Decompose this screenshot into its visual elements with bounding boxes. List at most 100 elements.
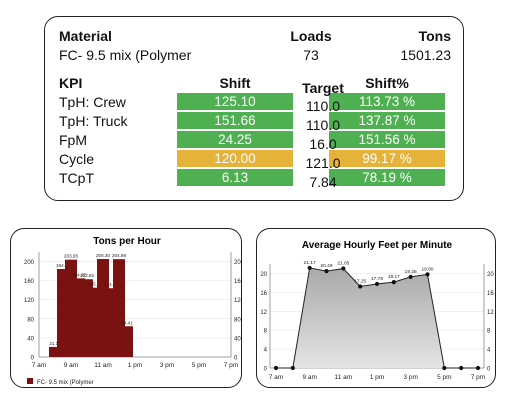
x-tick-label: 11 am — [94, 362, 112, 369]
data-point — [290, 365, 295, 371]
target-value: 110.0 — [306, 97, 340, 114]
x-tick-label: 3 pm — [403, 374, 417, 381]
shift-value: 6.13 — [177, 169, 293, 186]
x-tick-label: 7 am — [32, 362, 46, 369]
data-point — [442, 365, 447, 371]
bar — [121, 326, 133, 357]
y-tick-label: 12 — [260, 310, 267, 316]
data-point — [324, 269, 329, 274]
data-label: 145.21 — [88, 282, 102, 287]
x-tick-label: 5 pm — [192, 362, 206, 369]
data-point — [374, 281, 380, 287]
data-label: 18.17 — [388, 274, 400, 280]
data-label: 203.95 — [64, 254, 78, 259]
y-tick-label: 20 — [487, 272, 494, 278]
target-value: 110.0 — [306, 116, 340, 133]
kpi-name: TCpT — [59, 169, 94, 186]
kpi-row: Cycle 120.00 121.0 99.17 % — [59, 149, 451, 171]
x-tick-label: 11 am — [335, 374, 353, 381]
tons-per-hour-chart: Tons per Hour 0 0 40 40 80 80 120 120 160 160 200 2… — [10, 228, 242, 388]
chart-title: Tons per Hour — [93, 236, 161, 247]
shift-pct-header: Shift% — [365, 74, 409, 91]
material-table: Material Loads Tons FC- 9.5 mix (Polymer… — [59, 26, 451, 64]
y-tick-label: 12 — [487, 310, 494, 316]
data-point — [307, 265, 312, 271]
y-tick-label: 4 — [264, 348, 268, 354]
y-tick-label: 0 — [264, 367, 268, 373]
tons-value: 1501.23 — [400, 46, 451, 63]
target-value: 16.0 — [309, 135, 337, 152]
area-fill — [276, 267, 478, 368]
y-tick-label: 8 — [487, 329, 491, 335]
shift-value: 120.00 — [177, 150, 293, 167]
target-value: 121.0 — [305, 154, 341, 171]
data-label: 21.05 — [337, 260, 349, 266]
data-point — [408, 274, 413, 279]
loads-value: 73 — [303, 46, 319, 63]
data-label: 17.25 — [354, 278, 366, 284]
kpi-header: KPI — [59, 74, 83, 91]
y-tick-label: 20 — [260, 272, 267, 278]
kpi-name: FpM — [59, 131, 87, 148]
y-tick-label: 40 — [27, 336, 34, 342]
y-tick-label: 160 — [234, 279, 242, 285]
data-label: 184.36 — [56, 263, 70, 268]
data-point — [475, 365, 481, 371]
data-point — [358, 284, 363, 289]
shift-header: Shift — [219, 74, 251, 91]
tons-header: Tons — [418, 27, 451, 44]
y-tick-label: 0 — [487, 367, 491, 373]
y-tick-label: 16 — [487, 291, 494, 297]
data-label: 144.10 — [104, 282, 118, 287]
y-tick-label: 200 — [24, 260, 35, 266]
y-tick-label: 16 — [260, 291, 267, 297]
x-tick-label: 7 am — [269, 374, 283, 381]
y-tick-label: 80 — [27, 317, 34, 323]
data-label: 21.16 — [49, 341, 61, 346]
data-point — [273, 365, 279, 371]
shift-pct-value: 151.56 % — [329, 131, 445, 148]
y-tick-label: 160 — [24, 279, 35, 285]
kpi-row: TCpT 6.13 7.84 78.19 % — [59, 168, 451, 190]
bar — [49, 346, 61, 357]
y-tick-label: 120 — [24, 298, 35, 304]
legend-swatch — [27, 378, 33, 384]
kpi-row: TpH: Crew 125.10 110.0 113.73 % — [59, 92, 451, 114]
data-label: 64.41 — [121, 320, 133, 325]
material-row: FC- 9.5 mix (Polymer 73 1501.23 — [59, 45, 451, 64]
target-value: 7.84 — [309, 173, 337, 190]
x-tick-label: 5 pm — [437, 374, 451, 381]
data-label: 21.17 — [304, 260, 316, 266]
x-tick-label: 9 am — [302, 374, 316, 381]
x-tick-label: 3 pm — [160, 362, 174, 369]
material-name: FC- 9.5 mix (Polymer — [59, 46, 192, 63]
data-label: 164.77 — [72, 272, 86, 277]
data-point — [391, 280, 396, 285]
feet-per-minute-chart: Average Hourly Feet per Minute 0 4 8 12 16 20… — [256, 228, 496, 388]
data-label: 17.78 — [371, 276, 383, 282]
y-tick-label: 4 — [487, 348, 491, 354]
shift-pct-value: 99.17 % — [329, 150, 445, 167]
data-point — [425, 272, 430, 277]
data-point — [459, 365, 464, 371]
y-tick-label: 200 — [234, 260, 242, 266]
data-label: 162.92 — [80, 273, 94, 278]
kpi-header-row: KPI Shift Target Shift% — [59, 73, 451, 96]
y-tick-label: 0 — [31, 356, 35, 362]
x-tick-label: 1 pm — [370, 374, 384, 381]
kpi-name: Cycle — [59, 150, 95, 167]
shift-value: 24.25 — [177, 131, 293, 148]
shift-value: 151.66 — [177, 112, 293, 129]
data-label: 205.30 — [96, 253, 110, 258]
target-header: Target — [302, 79, 344, 96]
shift-value: 125.10 — [177, 93, 293, 110]
x-tick-label: 7 pm — [224, 362, 238, 369]
shift-pct-value: 78.19 % — [329, 169, 445, 186]
material-header: Material — [59, 27, 112, 44]
data-label: 20.49 — [320, 263, 332, 269]
kpi-table: KPI Shift Target Shift% TpH: Crew 125.10 1… — [59, 73, 451, 190]
y-tick-label: 8 — [264, 329, 268, 335]
loads-header: Loads — [290, 27, 332, 44]
kpi-summary-card: Material Loads Tons FC- 9.5 mix (Polymer… — [44, 16, 464, 201]
data-point — [341, 266, 346, 271]
